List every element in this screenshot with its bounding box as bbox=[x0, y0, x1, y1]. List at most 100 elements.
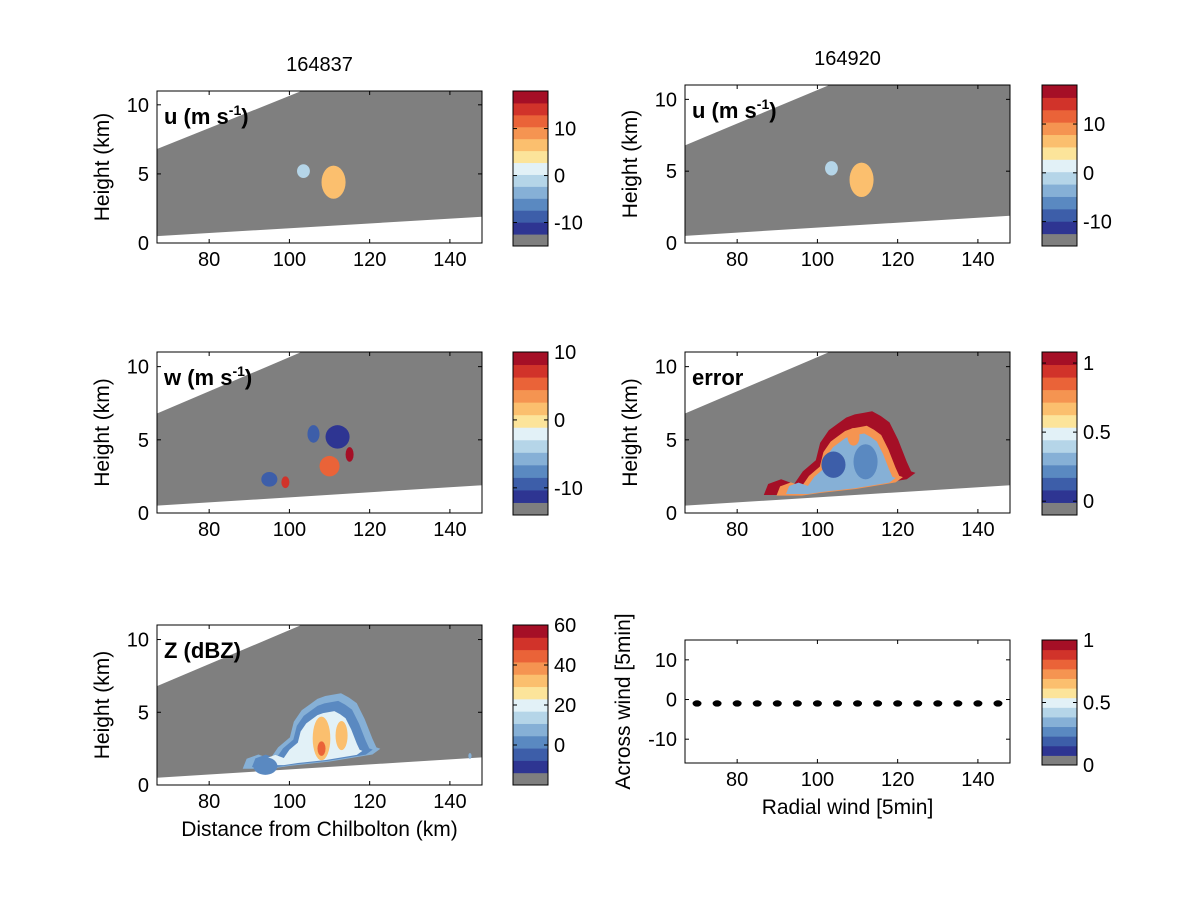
error-field-ridge bbox=[847, 428, 860, 446]
error-field-low2 bbox=[853, 444, 878, 480]
colorbar-segment bbox=[513, 711, 548, 724]
annotation-superscript: -1 bbox=[757, 96, 770, 112]
colorbar-segment bbox=[513, 625, 548, 638]
y-axis-label: Height (km) bbox=[619, 378, 642, 487]
axes-frame bbox=[156, 351, 483, 514]
colorbar-segment bbox=[1042, 414, 1077, 428]
annotation-superscript: -1 bbox=[229, 102, 242, 118]
colorbar-tick-label: 10 bbox=[1083, 114, 1105, 136]
colorbar: 0 20 40 60 bbox=[512, 615, 576, 786]
colorbar-tick-label: 1 bbox=[1083, 630, 1094, 652]
colorbar-segment bbox=[513, 452, 548, 466]
colorbar-segment bbox=[513, 414, 548, 428]
subplot-3: 80 100 120 140 0 5 10 Height (km) w (m s-1) -10 0 1… bbox=[91, 342, 583, 541]
colorbar-tick-label: -10 bbox=[554, 213, 583, 235]
colorbar-tick-label: -10 bbox=[554, 478, 583, 500]
x-tick-label: 120 bbox=[881, 519, 914, 541]
plot-content bbox=[692, 700, 1003, 707]
w-field-updraft3 bbox=[319, 455, 340, 477]
colorbar-frame bbox=[512, 90, 549, 247]
plot-content bbox=[685, 352, 1010, 506]
y-tick-label: 5 bbox=[138, 702, 149, 724]
colorbar-segment bbox=[1042, 716, 1077, 728]
colorbar-tick-label: 10 bbox=[554, 119, 576, 141]
y-axis-label: Height (km) bbox=[91, 651, 114, 760]
colorbar-segment bbox=[513, 377, 548, 391]
colorbar-segment bbox=[1042, 452, 1077, 466]
colorbar-segment bbox=[1042, 464, 1077, 478]
colorbar-tick-label: 10 bbox=[554, 342, 576, 364]
colorbar-segment bbox=[1042, 364, 1077, 378]
colorbar-tick-label: 0 bbox=[1083, 755, 1094, 777]
annotation-superscript: -1 bbox=[232, 363, 245, 379]
y-tick-label: 10 bbox=[127, 95, 149, 117]
colorbar-segment bbox=[1042, 146, 1077, 160]
y-tick-label: 0 bbox=[666, 503, 677, 525]
x-tick-label: 120 bbox=[881, 249, 914, 271]
colorbar-segment bbox=[513, 760, 548, 774]
colorbar-segment bbox=[513, 748, 548, 761]
x-tick-label: 140 bbox=[433, 791, 466, 813]
scatter-point bbox=[873, 700, 883, 707]
colorbar-segment bbox=[513, 489, 548, 503]
scatter-point bbox=[953, 700, 963, 707]
u-field-core bbox=[849, 162, 874, 198]
scatter-point bbox=[973, 700, 983, 707]
y-tick-label: 10 bbox=[655, 650, 677, 672]
axes-frame bbox=[156, 624, 483, 786]
colorbar-segment bbox=[513, 210, 548, 223]
colorbar-segment bbox=[513, 114, 548, 128]
colorbar-segment bbox=[513, 91, 548, 104]
z-field-left bbox=[253, 757, 278, 775]
x-tick-label: 140 bbox=[961, 519, 994, 541]
z-field-core2 bbox=[335, 721, 348, 751]
colorbar-tick-label: 0 bbox=[1083, 163, 1094, 185]
z-field-peak bbox=[317, 741, 326, 756]
panel-annotation: u (m s-1) bbox=[692, 96, 777, 123]
sector-background bbox=[685, 85, 1010, 236]
colorbar-segment bbox=[1042, 122, 1077, 136]
colorbar-segment bbox=[1042, 389, 1077, 403]
colorbar-segment bbox=[513, 661, 548, 675]
colorbar-segment bbox=[513, 364, 548, 378]
colorbar-segment bbox=[513, 439, 548, 453]
x-tick-label: 80 bbox=[726, 519, 748, 541]
y-tick-label: 10 bbox=[127, 630, 149, 652]
x-tick-label: 100 bbox=[273, 249, 306, 271]
subplot-title: 164920 bbox=[814, 48, 881, 70]
colorbar-segment bbox=[1042, 184, 1077, 197]
plot-content bbox=[157, 352, 482, 506]
colorbar-segment bbox=[1042, 697, 1077, 708]
w-field-down3 bbox=[261, 472, 278, 487]
colorbar-segment bbox=[1042, 707, 1077, 718]
y-tick-label: 10 bbox=[655, 357, 677, 379]
colorbar-segment bbox=[1042, 171, 1077, 185]
sector-background bbox=[157, 91, 482, 237]
colorbar-segment bbox=[1042, 427, 1077, 441]
y-tick-label: 0 bbox=[138, 503, 149, 525]
subplot-title: 164837 bbox=[286, 54, 353, 76]
colorbar-frame bbox=[1041, 84, 1078, 247]
scatter-point bbox=[812, 700, 822, 707]
colorbar: -10 0 10 bbox=[512, 90, 583, 247]
w-field-updraft2 bbox=[281, 476, 290, 489]
colorbar-segment bbox=[513, 234, 548, 247]
colorbar-tick-label: 0 bbox=[554, 166, 565, 188]
colorbar-segment bbox=[513, 772, 548, 786]
subplot-5: 80 100 120 140 0 5 10 Height (km) Distance from … bbox=[91, 615, 576, 841]
y-axis-label: Height (km) bbox=[91, 113, 114, 222]
y-tick-label: 5 bbox=[138, 430, 149, 452]
colorbar-segment bbox=[1042, 477, 1077, 491]
colorbar-segment bbox=[1042, 489, 1077, 503]
colorbar-segment bbox=[1042, 649, 1077, 660]
colorbar: 00.51 bbox=[1041, 351, 1111, 516]
colorbar-tick-label: 0 bbox=[554, 735, 565, 757]
colorbar-segment bbox=[1042, 233, 1077, 247]
plot-content bbox=[157, 625, 482, 778]
colorbar-segment bbox=[513, 402, 548, 416]
x-axis-label: Radial wind [5min] bbox=[762, 796, 934, 819]
colorbar-segment bbox=[513, 723, 548, 737]
colorbar-tick-label: 0.5 bbox=[1083, 693, 1111, 715]
